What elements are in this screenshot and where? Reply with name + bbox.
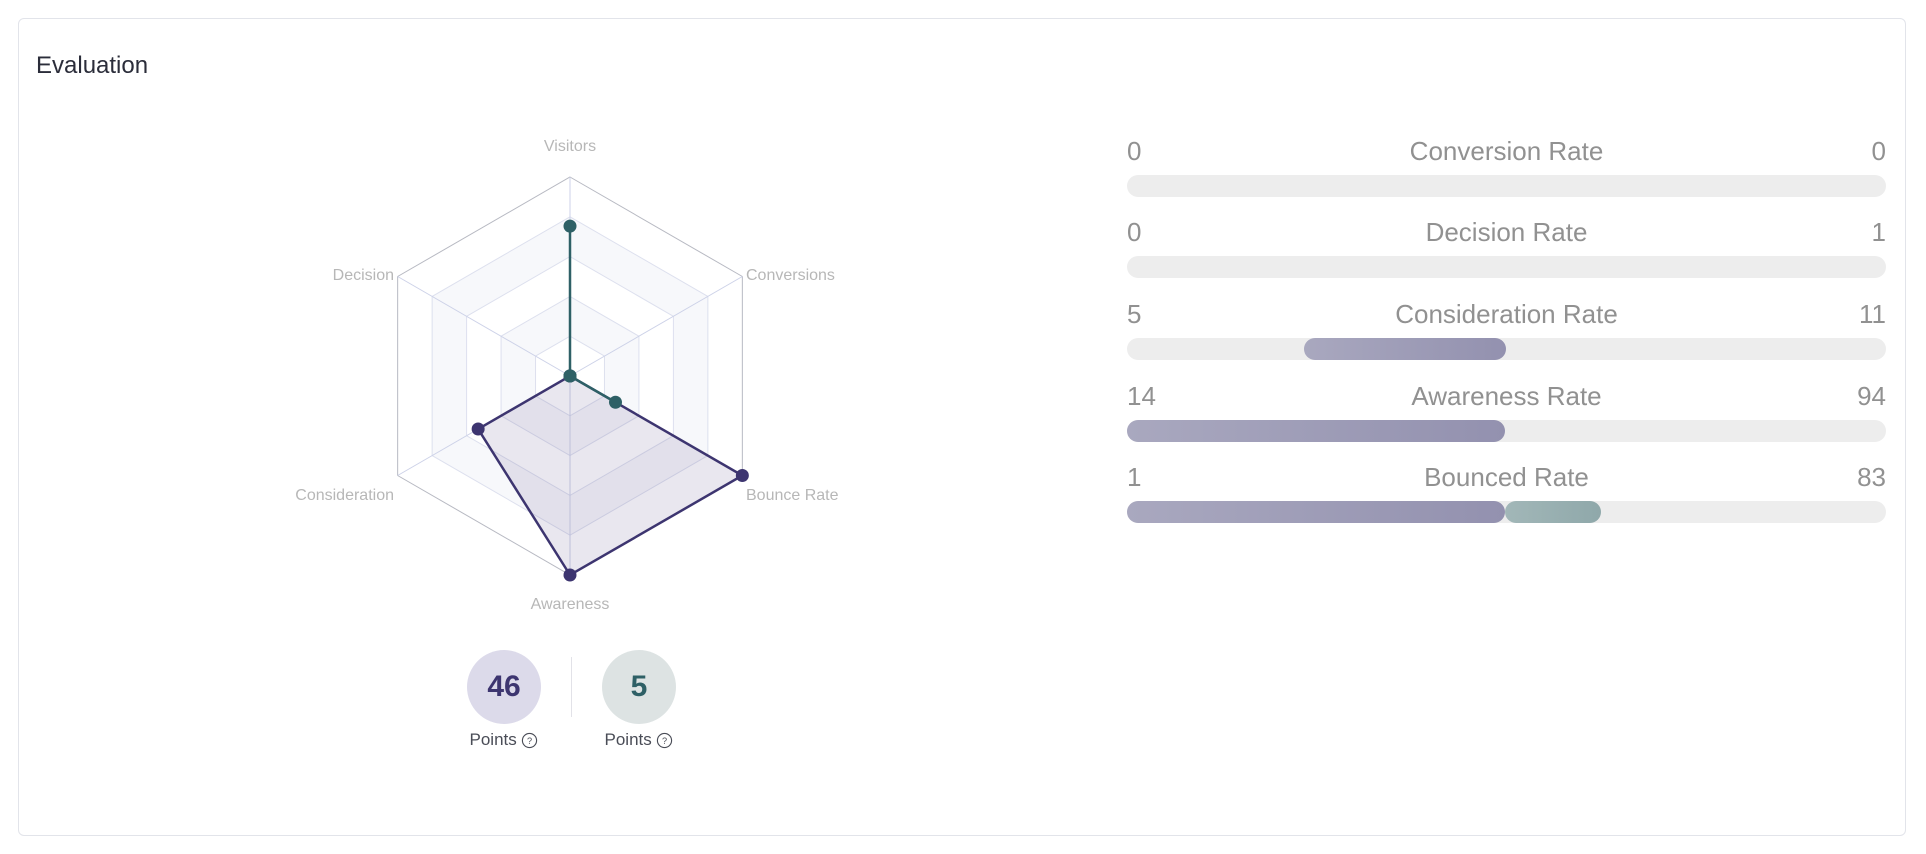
svg-text:?: ? [662, 736, 667, 746]
svg-text:?: ? [527, 736, 532, 746]
